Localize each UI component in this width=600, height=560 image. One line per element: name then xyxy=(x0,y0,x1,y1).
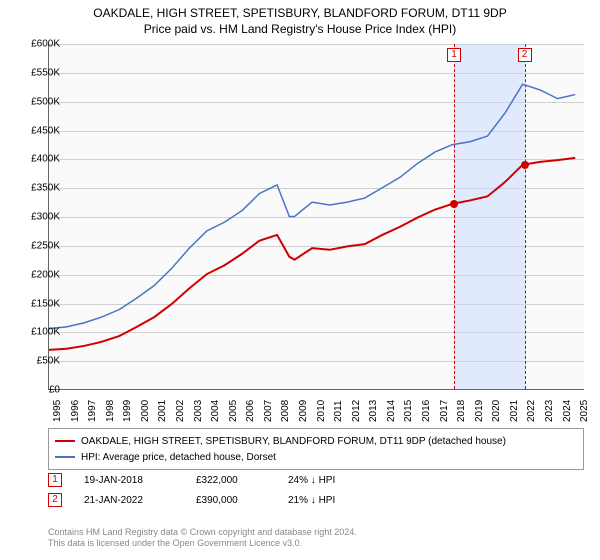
footer-attribution: Contains HM Land Registry data © Crown c… xyxy=(48,527,357,550)
sale-diff-2: 21% ↓ HPI xyxy=(288,495,378,506)
legend-label-property: OAKDALE, HIGH STREET, SPETISBURY, BLANDF… xyxy=(81,436,506,447)
chart-title-main: OAKDALE, HIGH STREET, SPETISBURY, BLANDF… xyxy=(0,6,600,20)
sale-price-1: £322,000 xyxy=(196,475,266,486)
footer-line-1: Contains HM Land Registry data © Crown c… xyxy=(48,527,357,539)
footer-line-2: This data is licensed under the Open Gov… xyxy=(48,538,357,550)
sale-point-2 xyxy=(521,161,529,169)
chart-plot-area: 1 2 xyxy=(48,44,584,390)
sale-badge-1: 1 xyxy=(447,48,461,62)
sale-row-2: 2 21-JAN-2022 £390,000 21% ↓ HPI xyxy=(48,490,584,510)
sales-summary: 1 19-JAN-2018 £322,000 24% ↓ HPI 2 21-JA… xyxy=(48,470,584,510)
legend-swatch-property xyxy=(55,440,75,442)
legend-row-hpi: HPI: Average price, detached house, Dors… xyxy=(55,449,577,465)
sale-price-2: £390,000 xyxy=(196,495,266,506)
chart-title-sub: Price paid vs. HM Land Registry's House … xyxy=(0,22,600,36)
sale-marker-2: 2 xyxy=(48,493,62,507)
chart-title-block: OAKDALE, HIGH STREET, SPETISBURY, BLANDF… xyxy=(0,0,600,36)
sale-badge-2: 2 xyxy=(518,48,532,62)
sale-date-1: 19-JAN-2018 xyxy=(84,475,174,486)
legend-label-hpi: HPI: Average price, detached house, Dors… xyxy=(81,452,276,463)
sale-date-2: 21-JAN-2022 xyxy=(84,495,174,506)
chart-legend: OAKDALE, HIGH STREET, SPETISBURY, BLANDF… xyxy=(48,428,584,470)
line-series-svg xyxy=(49,44,584,389)
sale-row-1: 1 19-JAN-2018 £322,000 24% ↓ HPI xyxy=(48,470,584,490)
sale-marker-1: 1 xyxy=(48,473,62,487)
legend-swatch-hpi xyxy=(55,456,75,458)
sale-diff-1: 24% ↓ HPI xyxy=(288,475,378,486)
sale-point-1 xyxy=(450,200,458,208)
legend-row-property: OAKDALE, HIGH STREET, SPETISBURY, BLANDF… xyxy=(55,433,577,449)
